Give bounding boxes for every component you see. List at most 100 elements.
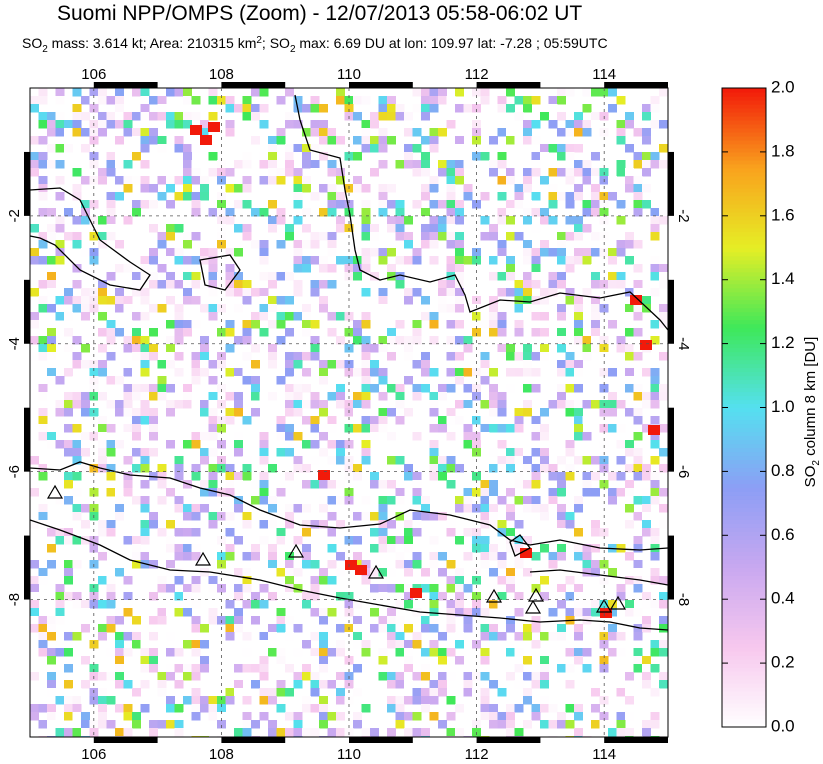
cell [591,488,600,497]
cell [174,144,184,153]
cell [183,672,192,681]
cell [310,704,320,713]
cell [200,504,209,513]
cell [361,136,371,145]
cell [565,496,575,505]
cell [650,368,660,377]
cell [149,248,158,257]
cell [591,320,600,329]
cell [353,184,362,193]
cell [395,600,405,609]
cell [106,208,116,217]
cell [268,176,277,185]
cell [47,360,56,369]
cell [667,712,668,721]
cell [234,664,243,673]
cell [38,352,48,361]
cell [463,400,473,409]
cell [344,152,354,161]
cell [531,168,541,177]
cell [47,376,56,385]
cell [268,272,277,281]
cell [268,320,277,329]
cell [625,552,634,561]
cell [667,120,668,129]
cell [55,96,65,105]
cell [64,400,73,409]
cell [523,632,532,641]
cell [191,712,201,721]
cell [302,144,311,153]
cell [98,544,107,553]
cell [463,496,473,505]
cell [174,456,184,465]
cell [191,624,201,633]
cell [387,216,396,225]
cell [540,432,549,441]
cell [421,368,430,377]
cell [523,168,532,177]
cell [497,104,507,113]
cell [38,304,48,313]
cell [81,440,90,449]
cell [633,608,643,617]
cell [208,312,218,321]
cell [38,576,48,585]
cell [361,144,371,153]
cell [557,240,566,249]
cell [574,320,583,329]
cell [208,256,218,265]
cell [166,320,175,329]
cell [378,504,388,513]
cell [327,280,337,289]
cell [336,496,345,505]
cell [225,408,235,417]
cell [608,248,617,257]
cell [64,288,73,297]
cell [523,288,532,297]
cell [310,352,320,361]
cell [64,144,73,153]
frame-bar [93,737,158,743]
cell [404,656,413,665]
cell [412,712,422,721]
cell [557,568,566,577]
cell [174,312,184,321]
cell [293,584,303,593]
cell [480,312,490,321]
cell [38,416,48,425]
cell [81,600,90,609]
cell [353,336,362,345]
cell [659,640,668,649]
cell [183,144,192,153]
cell [412,392,422,401]
cell [353,408,362,417]
cell [438,472,447,481]
cell [208,584,218,593]
cell [149,648,158,657]
cell [548,120,558,129]
colorbar-swatch [722,359,766,365]
cell [540,448,549,457]
cell [310,336,320,345]
cell [387,584,396,593]
cell [429,512,439,521]
cell [361,424,371,433]
cell [64,592,73,601]
x-tick-label: 112 [465,66,489,83]
cell [633,464,643,473]
cell [123,576,133,585]
cell [582,552,592,561]
cell [489,224,498,233]
cell [38,392,48,401]
colorbar-swatch [722,371,766,377]
cell [565,360,575,369]
cell [132,632,141,641]
cell [217,536,226,545]
cell [106,576,116,585]
colorbar-swatch [722,459,766,465]
cell [591,112,600,121]
cell [132,640,141,649]
cell [140,664,150,673]
cell [361,208,371,217]
